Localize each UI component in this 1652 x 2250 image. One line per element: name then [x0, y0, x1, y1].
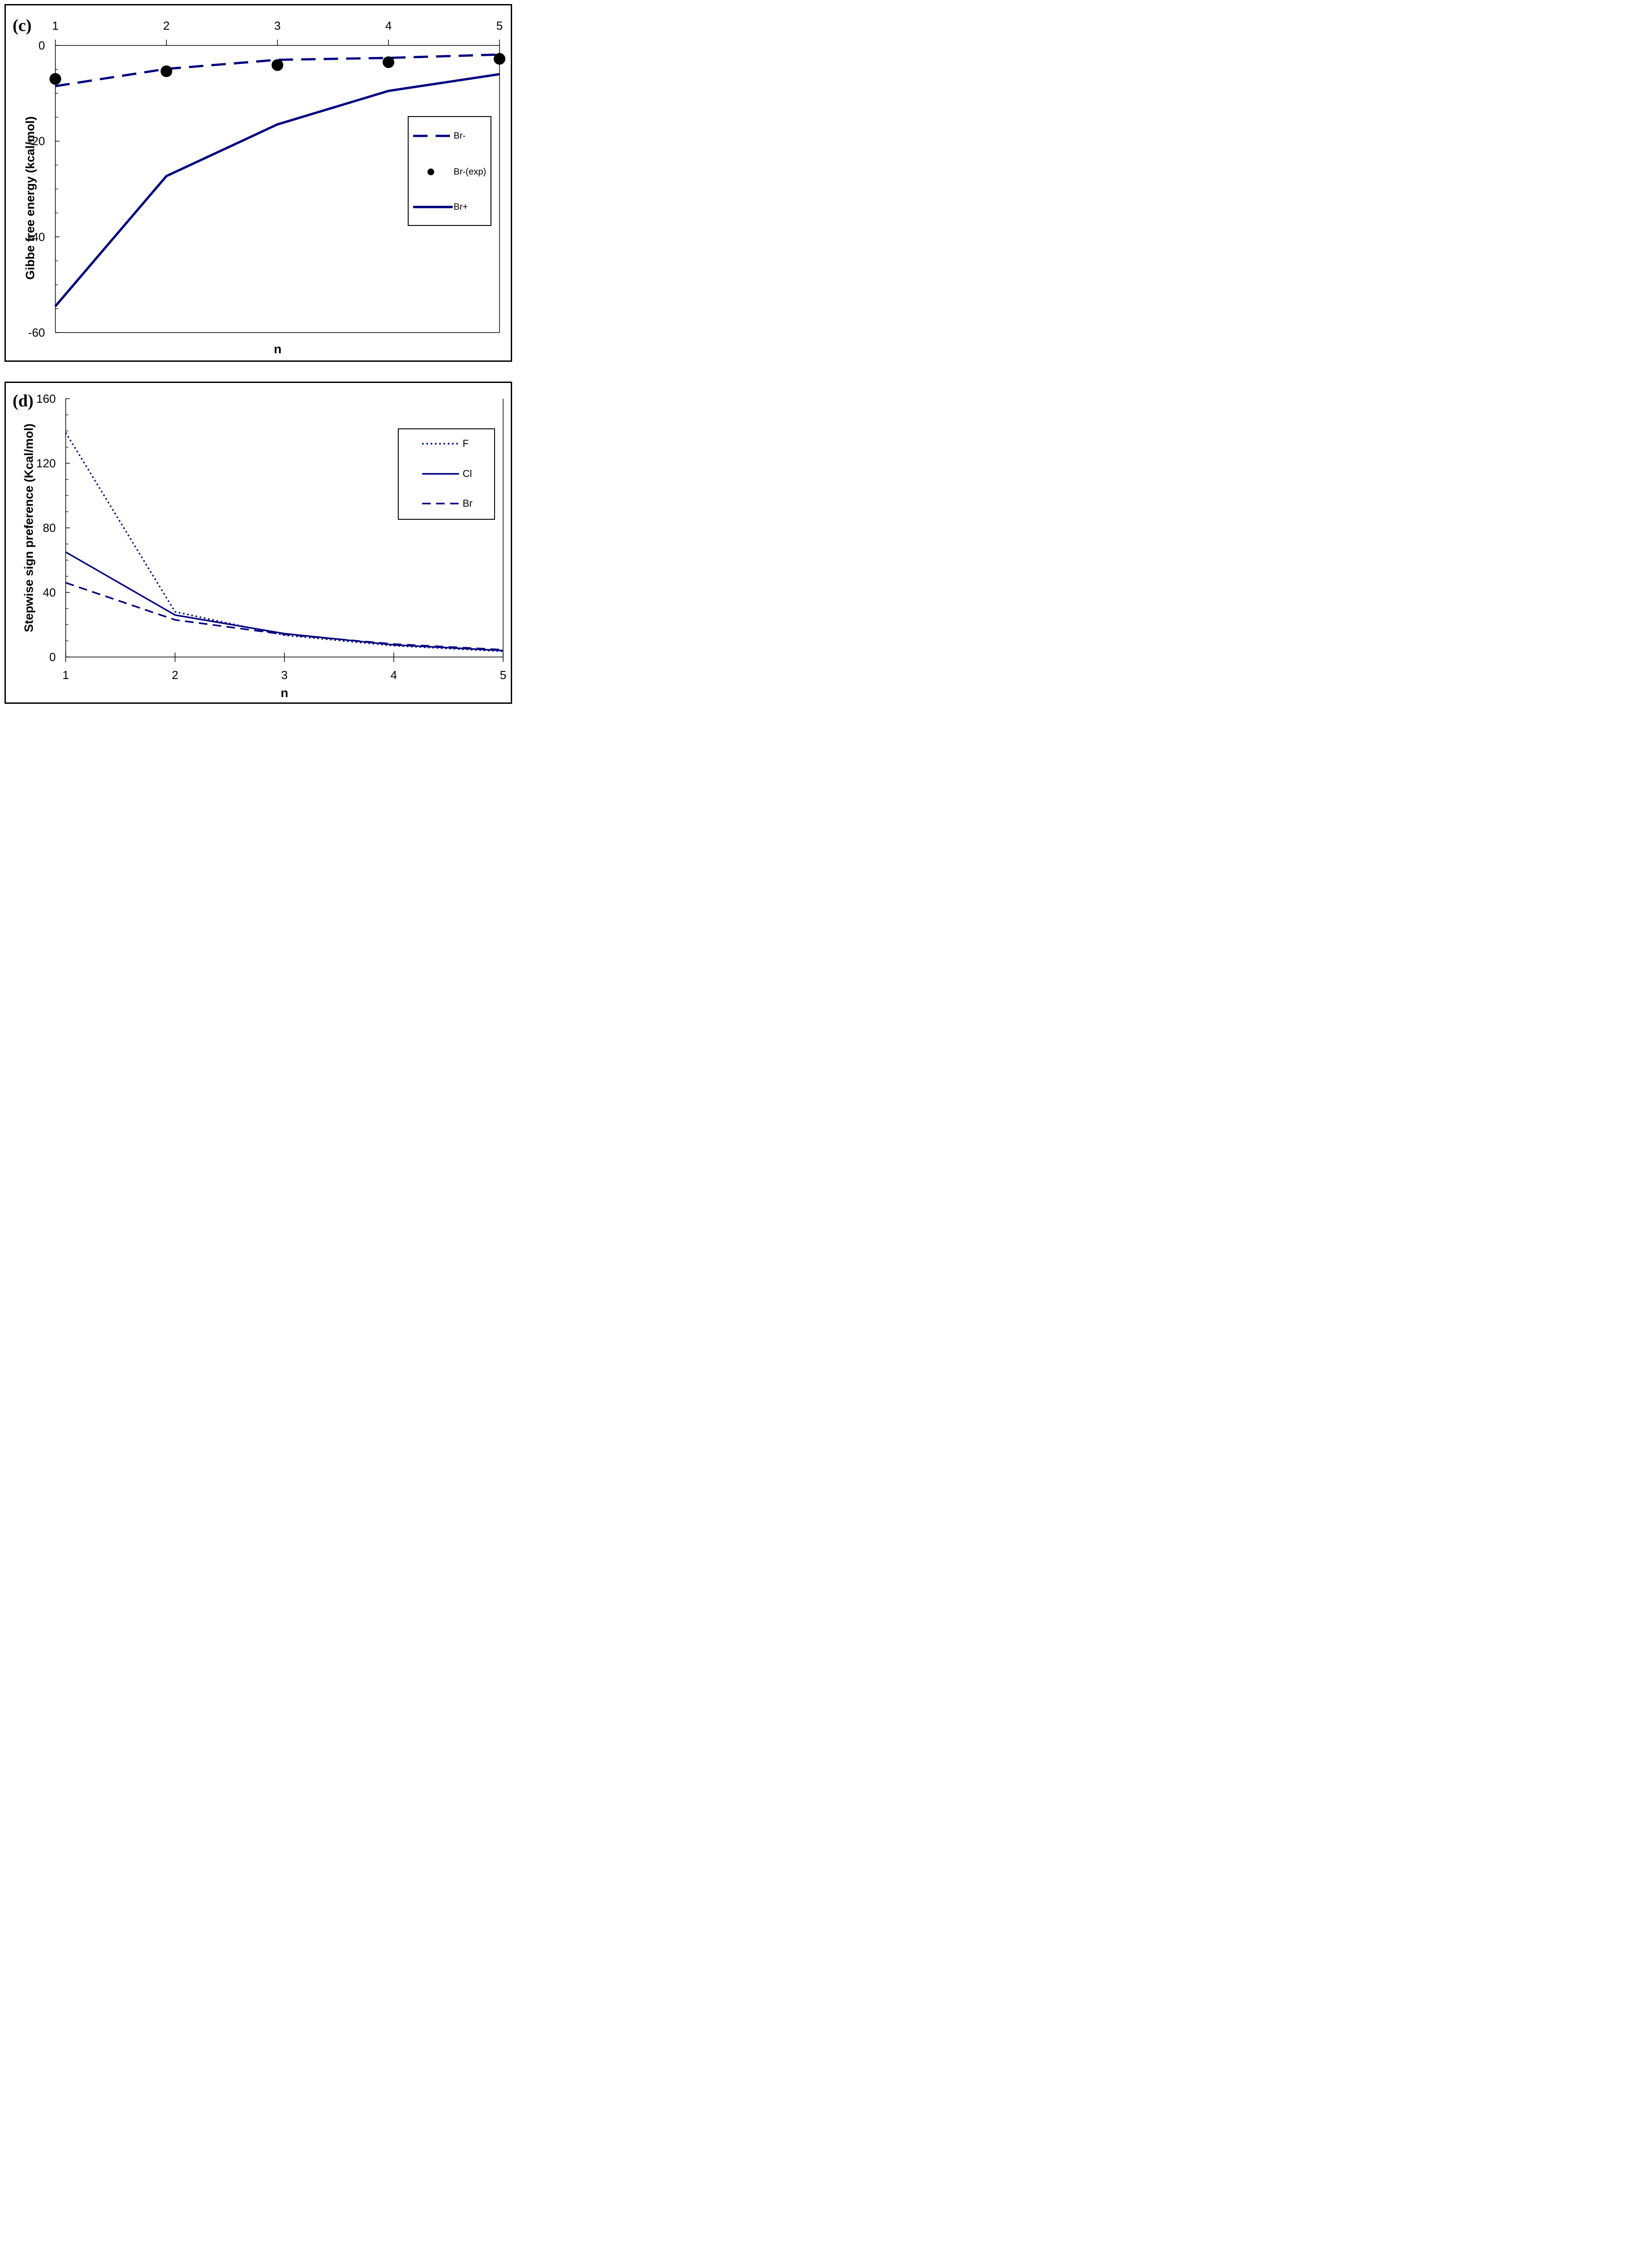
legend-sample-dotted-line	[422, 443, 459, 445]
legend-label: Br-(exp)	[454, 166, 486, 177]
y-axis-tick-label: -60	[28, 326, 45, 339]
x-axis-title-d: n	[280, 686, 288, 700]
legend-label: Cl	[463, 468, 472, 479]
x-axis-tick-label: 4	[385, 19, 392, 32]
series-line-Br-	[55, 53, 500, 87]
y-axis-tick-label: 40	[43, 586, 56, 599]
legend-label: F	[463, 438, 469, 449]
panel-d-label: (d)	[13, 392, 34, 410]
y-axis-title-c: Gibbe free energy (kcal/mol)	[23, 116, 37, 280]
y-axis-tick-label: 120	[36, 457, 56, 470]
chart-d-plot: 1 2 3 4 5 0 40 80 120 160	[36, 392, 507, 682]
data-point-Br-(exp)	[50, 73, 61, 85]
legend-sample-dashed-line	[413, 135, 453, 137]
chart-c-plot: 1 2 3 4 5 0 -20 -40 -60	[28, 19, 505, 339]
series-line-Br	[65, 582, 504, 651]
legend-dot-marker	[427, 168, 434, 176]
data-point-Br-(exp)	[160, 65, 172, 77]
legend-label: Br	[463, 498, 473, 509]
y-axis-tick-label: 160	[36, 392, 56, 405]
charts-canvas: 1 2 3 4 5 0 -20 -40 -60 1 2 3 4 5 0 40 80 120 160	[28, 19, 507, 682]
y-axis-tick-label: 0	[50, 650, 56, 664]
legend-item-cl: Cl	[399, 468, 494, 480]
panel-c-label: (c)	[13, 16, 32, 35]
x-axis-tick-label: 3	[274, 19, 280, 32]
legend-sample-dot-marker	[427, 168, 434, 176]
data-point-Br-(exp)	[383, 56, 395, 68]
legend-label: Br-	[454, 130, 466, 141]
legend-item-br-minus: Br-	[409, 130, 491, 142]
x-axis-tick-label: 5	[500, 668, 506, 682]
x-axis-tick-label: 4	[391, 668, 397, 682]
x-axis-tick-label: 1	[52, 19, 59, 32]
legend-sample-dashed-line	[422, 503, 459, 504]
x-axis-tick-label: 1	[63, 668, 69, 682]
x-axis-tick-label: 2	[163, 19, 170, 32]
data-point-Br-(exp)	[271, 59, 284, 71]
y-axis-title-d: Stepwise sign preference (Kcal/mol)	[22, 423, 36, 632]
legend-item-br-exp: Br-(exp)	[409, 166, 491, 178]
series-line-Br+	[54, 73, 500, 307]
legend-sample-solid-line	[422, 473, 459, 475]
legend-item-br-plus: Br+	[409, 201, 491, 213]
legend-d: F Cl Br	[398, 428, 495, 520]
y-axis-tick-label: -20	[28, 135, 45, 148]
y-axis-tick-label: 0	[39, 39, 45, 52]
x-axis-tick-label: 5	[496, 19, 503, 32]
figure-page: 1 2 3 4 5 0 -20 -40 -60 1 2 3 4 5 0 40 80 120 160 (c) (d)…	[0, 0, 516, 708]
legend-c: Br- Br-(exp) Br+	[408, 116, 491, 226]
y-axis-tick-label: 80	[43, 521, 56, 535]
x-axis-tick-label: 3	[281, 668, 288, 682]
data-point-Br-(exp)	[494, 53, 505, 65]
legend-item-br: Br	[399, 497, 494, 510]
y-axis-tick-label: -40	[28, 230, 45, 243]
x-axis-title-c: n	[274, 342, 282, 356]
x-axis-tick-label: 2	[172, 668, 178, 682]
legend-label: Br+	[454, 202, 468, 212]
legend-item-f: F	[399, 437, 494, 450]
legend-sample-solid-line	[413, 206, 453, 208]
